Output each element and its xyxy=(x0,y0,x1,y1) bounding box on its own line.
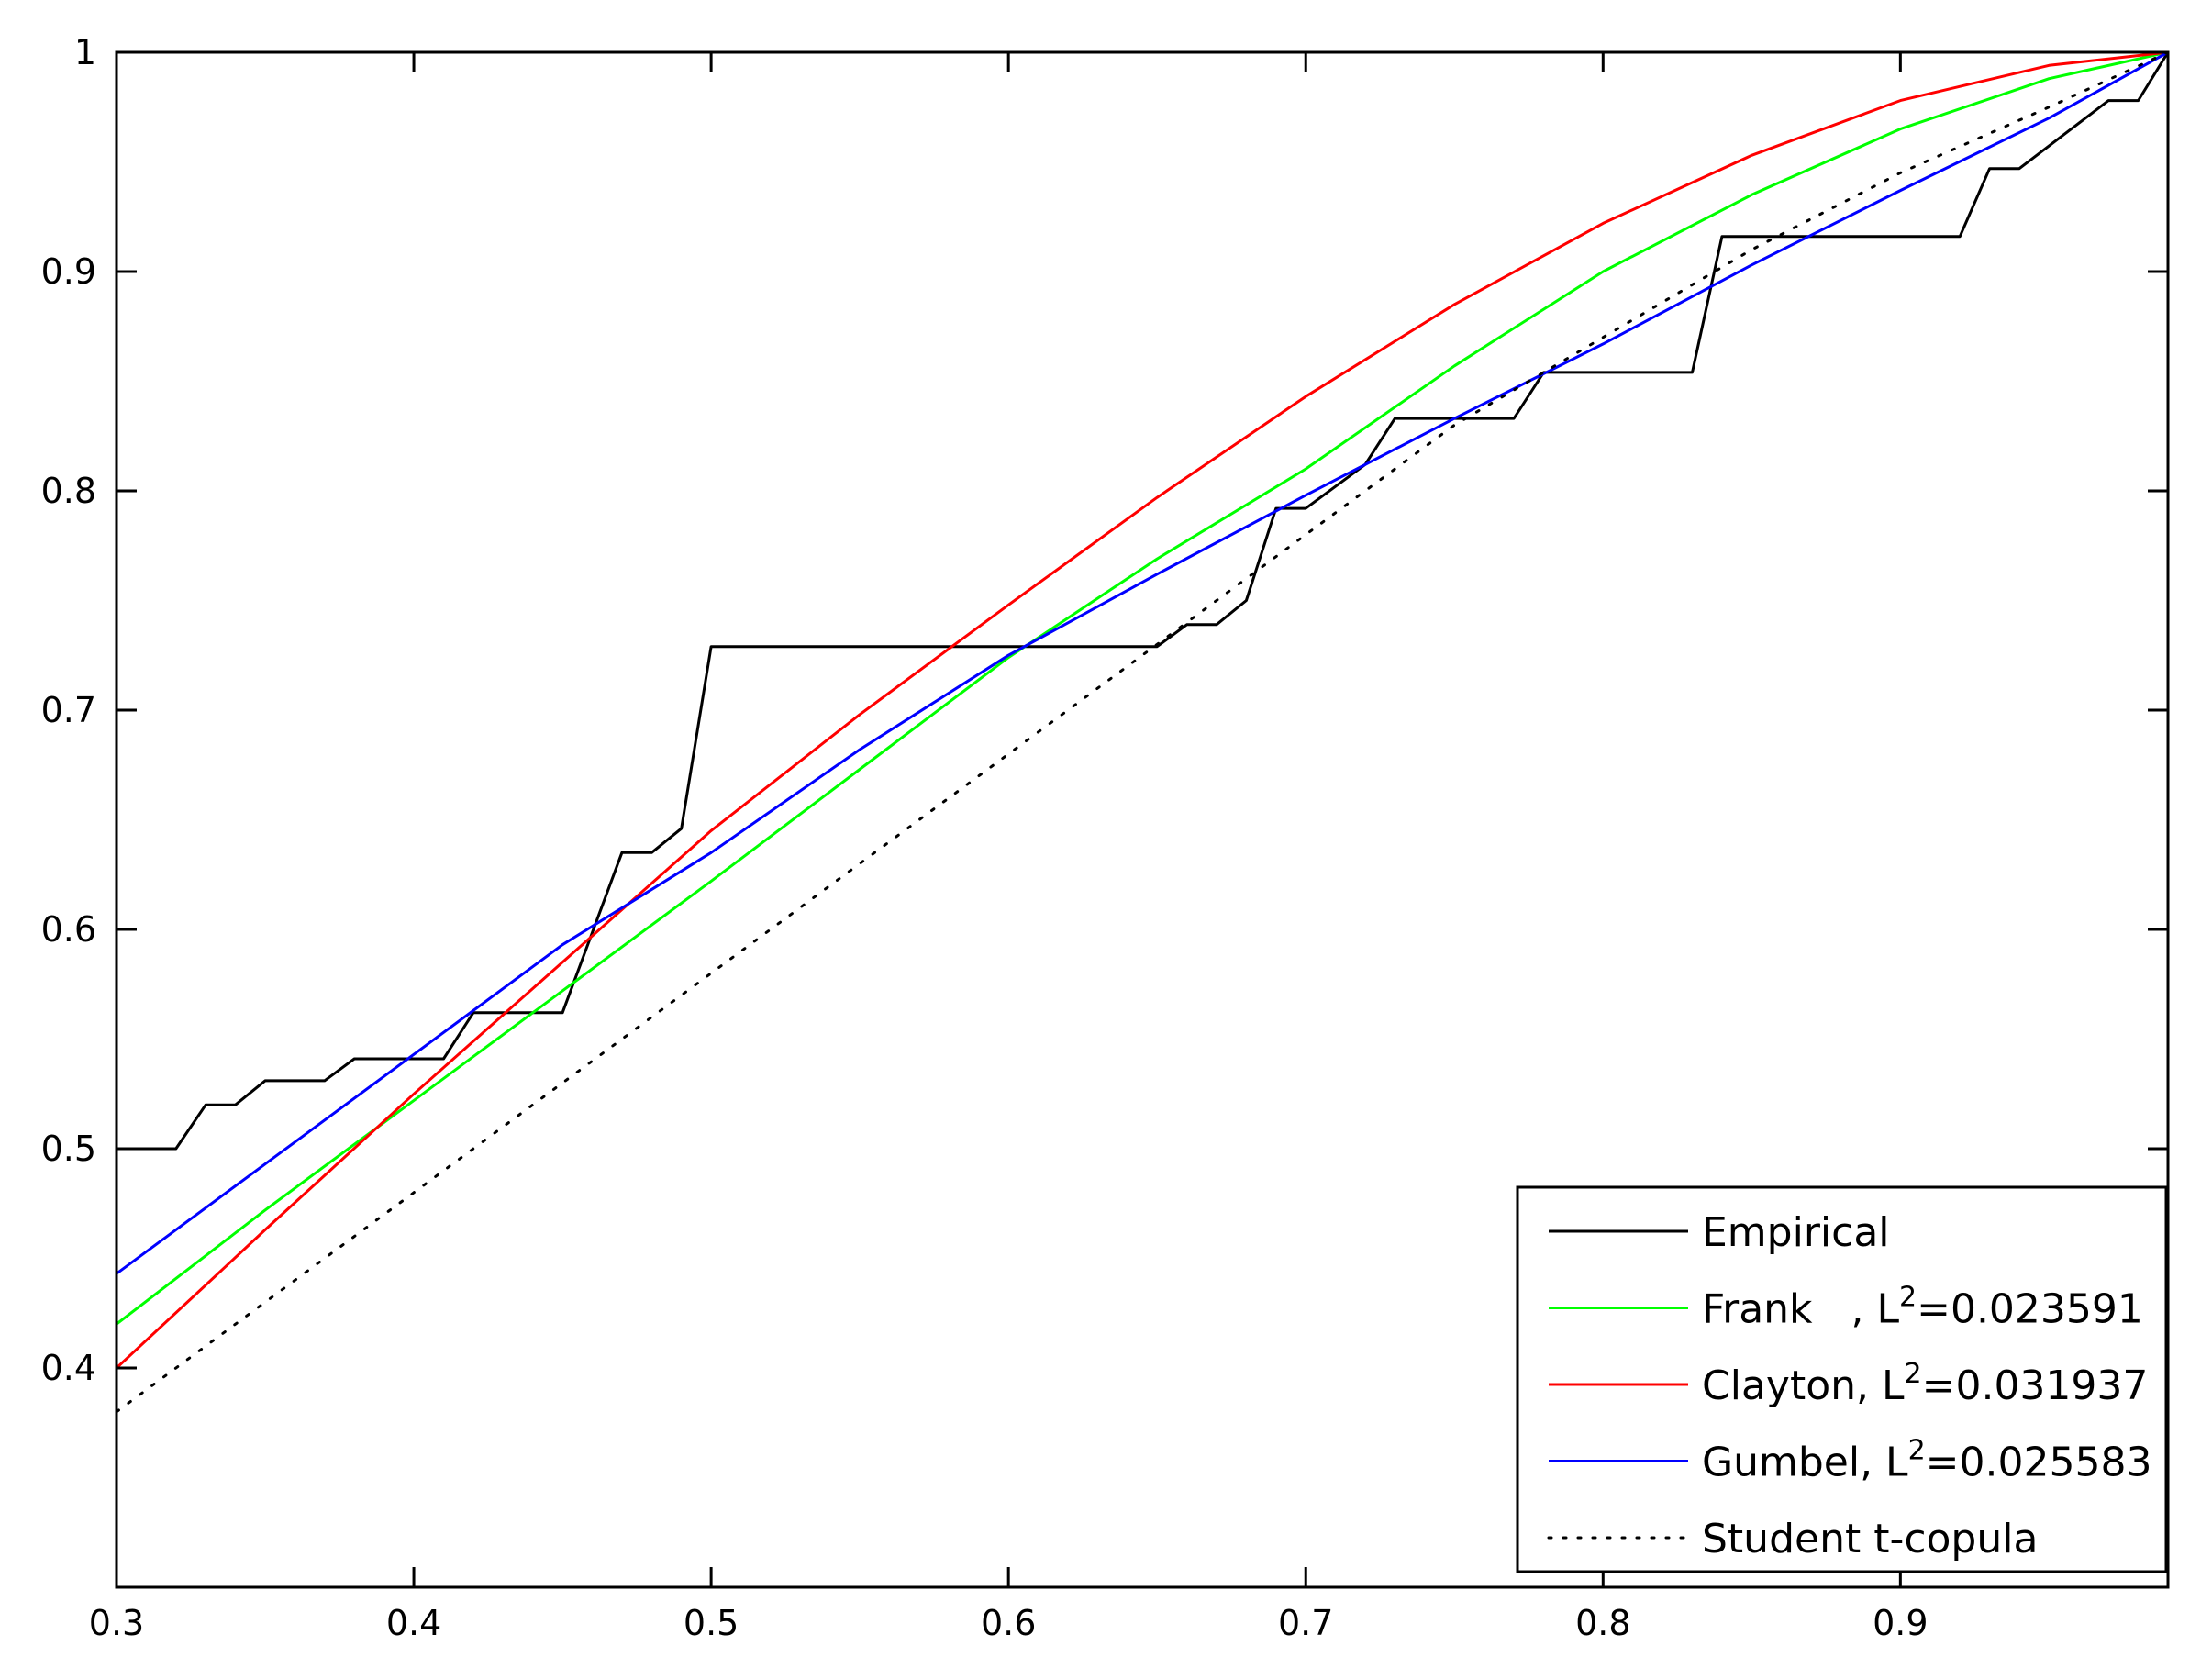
legend-superscript: 2 xyxy=(1905,1358,1922,1390)
y-tick-label: 0.5 xyxy=(41,1129,96,1169)
series-line-student-t-copula xyxy=(117,52,2168,1414)
legend-label: Student t-copula xyxy=(1702,1516,2038,1562)
legend-label-value: =0.025583 xyxy=(1926,1440,2152,1486)
legend-label-value: =0.023591 xyxy=(1917,1286,2143,1333)
ticks-layer: 0.3 0.4 0.5 0.6 0.7 0.8 0.9 0.4 0.5 0.6 0.7 0.8 0.9 1 xyxy=(41,32,2168,1643)
legend-label-prefix: Gumbel, L xyxy=(1702,1440,1908,1486)
y-tick-label: 0.8 xyxy=(41,471,96,511)
series-line-gumbel xyxy=(117,52,2168,1275)
legend-superscript: 2 xyxy=(1908,1435,1926,1467)
y-tick-label: 0.4 xyxy=(41,1348,96,1388)
legend-label-prefix: Clayton, L xyxy=(1702,1362,1905,1409)
y-tick-label: 0.9 xyxy=(41,251,96,292)
legend-box xyxy=(1516,1185,2168,1573)
series-line-clayton xyxy=(117,52,2168,1370)
legend-label-prefix: Frank , L xyxy=(1702,1286,1899,1333)
legend-label: Clayton, L2=0.031937 xyxy=(1702,1358,2148,1409)
y-tick-label: 1 xyxy=(74,32,96,72)
axes-box xyxy=(115,50,2170,1589)
series-layer xyxy=(117,52,2168,1414)
y-tick-label: 0.6 xyxy=(41,909,96,950)
x-tick-label: 0.9 xyxy=(1873,1603,1928,1643)
x-tick-label: 0.3 xyxy=(89,1603,144,1643)
legend-label: Frank , L2=0.023591 xyxy=(1702,1282,2143,1333)
y-tick-label: 0.7 xyxy=(41,690,96,730)
x-tick-label: 0.7 xyxy=(1278,1603,1333,1643)
legend-label: Empirical xyxy=(1702,1209,1890,1256)
x-tick-label: 0.6 xyxy=(981,1603,1036,1643)
x-tick-label: 0.4 xyxy=(386,1603,441,1643)
x-tick-label: 0.8 xyxy=(1575,1603,1630,1643)
series-line-frank xyxy=(117,52,2168,1326)
x-tick-label: 0.5 xyxy=(684,1603,739,1643)
legend-label-value: =0.031937 xyxy=(1922,1362,2149,1409)
legend-label: Gumbel, L2=0.025583 xyxy=(1702,1435,2151,1486)
legend-superscript: 2 xyxy=(1899,1282,1917,1314)
series-line-empirical xyxy=(117,52,2168,1151)
